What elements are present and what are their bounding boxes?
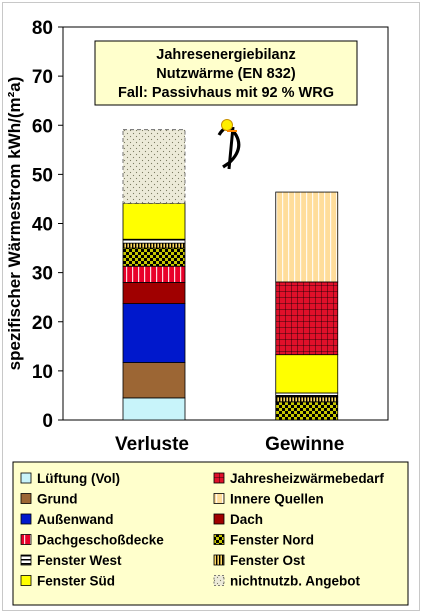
bar-segment-gewinne-jahresheizwaermebedarf <box>275 281 339 356</box>
bar-segment-gewinne-fenster-sued <box>275 354 339 394</box>
legend-swatch-fenster-sued <box>20 575 32 586</box>
legend-swatch-jahresheizwaermebedarf <box>213 472 225 484</box>
legend-label-grund: Grund <box>37 492 78 507</box>
bars <box>122 129 339 421</box>
legend-label-nichtnutzb-angebot: nichtnutzb. Angebot <box>230 574 360 589</box>
legend-label-fenster-sued: Fenster Süd <box>37 574 115 589</box>
y-tick-label: 20 <box>32 313 53 334</box>
legend-swatch-grund <box>20 493 32 504</box>
y-tick-label: 0 <box>42 411 53 432</box>
legend-swatch-fenster-west <box>20 554 32 566</box>
legend-label-fenster-west: Fenster West <box>37 553 122 568</box>
bar-segment-gewinne-innere-quellen <box>275 191 339 283</box>
chart-title-line-2: Nutzwärme (EN 832) <box>156 66 296 82</box>
bar-segment-verluste-fenster-ost <box>122 242 186 249</box>
y-axis: 0 10 20 30 40 50 60 70 80 spezifischer Wärmestrom… <box>5 18 63 432</box>
bar-segment-gewinne-fenster-ost <box>275 396 339 403</box>
legend-label-innere-quellen: Innere Quellen <box>230 492 324 507</box>
bar-segment-verluste-nichtnutzb-angebot <box>122 129 186 204</box>
chart-title-box: Jahresenergiebilanz Nutzwärme (EN 832) Fal… <box>94 40 358 106</box>
legend-swatch-dachgeschossdecke <box>20 534 32 545</box>
legend-label-aussenwand: Außenwand <box>37 512 114 527</box>
bar-segment-verluste-fenster-nord <box>122 247 186 267</box>
legend: Lüftung (Vol) Grund Außenwand Dachgeschoßde… <box>12 461 409 606</box>
y-axis-label: spezifischer Wärmestrom kWh/(m²a) <box>5 77 24 371</box>
bar-segment-verluste-fenster-west <box>122 238 186 244</box>
chart-title-line-3: Fall: Passivhaus mit 92 % WRG <box>118 85 334 101</box>
bar-segment-verluste-fenster-sued <box>122 202 186 240</box>
bar-segment-verluste-grund <box>122 362 186 399</box>
legend-swatch-lueftung-vol <box>20 472 32 484</box>
legend-swatch-aussenwand <box>20 513 32 525</box>
legend-swatch-nichtnutzb-angebot <box>213 575 225 586</box>
y-tick-label: 40 <box>32 215 53 236</box>
bar-segment-verluste-lueftung-vol <box>122 397 186 421</box>
bar-segment-verluste-dachgeschossdecke <box>122 265 186 283</box>
x-axis: Verluste Gewinne <box>115 434 344 455</box>
legend-swatch-fenster-ost <box>213 554 225 566</box>
legend-swatch-fenster-nord <box>213 534 225 545</box>
legend-label-dachgeschossdecke: Dachgeschoßdecke <box>37 533 164 548</box>
chart-title-line-1: Jahresenergiebilanz <box>156 47 295 63</box>
y-tick-label: 50 <box>32 165 53 186</box>
legend-label-fenster-nord: Fenster Nord <box>230 533 314 548</box>
y-tick-label: 60 <box>32 116 53 137</box>
stacked-bar-chart: 0 10 20 30 40 50 60 70 80 spezifischer Wärmestrom… <box>5 18 409 606</box>
x-tick-label-gewinne: Gewinne <box>265 434 344 455</box>
legend-label-fenster-ost: Fenster Ost <box>230 553 306 568</box>
bar-segment-verluste-aussenwand <box>122 303 186 363</box>
legend-label-dach: Dach <box>230 512 263 527</box>
y-tick-label: 80 <box>32 18 53 39</box>
bar-segment-gewinne-fenster-nord <box>275 401 339 421</box>
legend-label-lueftung-vol: Lüftung (Vol) <box>37 471 120 486</box>
legend-label-jahresheizwaermebedarf: Jahresheizwärmebedarf <box>230 471 384 486</box>
y-tick-label: 30 <box>32 264 53 285</box>
y-tick-label: 70 <box>32 67 53 88</box>
passivhaus-logo-icon <box>217 119 241 170</box>
y-tick-label: 10 <box>32 362 53 383</box>
bar-segment-gewinne-fenster-west <box>275 392 339 398</box>
x-tick-label-verluste: Verluste <box>115 434 189 455</box>
bar-segment-verluste-dach <box>122 282 186 304</box>
legend-swatch-dach <box>213 513 225 525</box>
legend-swatch-innere-quellen <box>213 493 225 504</box>
